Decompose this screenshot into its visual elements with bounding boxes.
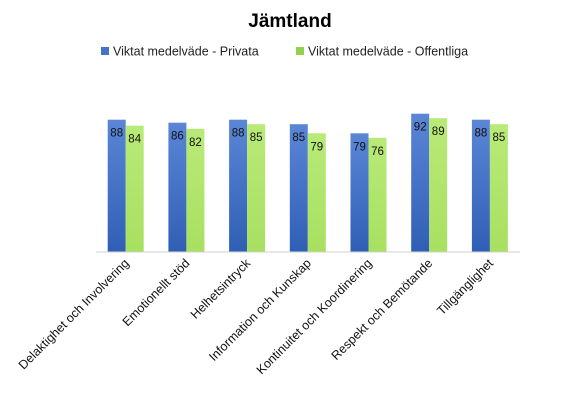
data-label-offentliga-delaktighet-och-involvering: 84 (128, 134, 141, 146)
legend-swatch-offentliga (296, 47, 304, 55)
data-label-privata-delaktighet-och-involvering: 88 (110, 128, 123, 140)
bar-offentliga-information-och-kunskap (307, 133, 326, 252)
bar-offentliga-tillganglighet (489, 124, 508, 252)
x-tick-label-kontinuitet-och-koordinering: Kontinuitet och Koordinering (254, 256, 375, 377)
data-label-offentliga-tillganglighet: 85 (493, 132, 506, 144)
legend-label-privata: Viktat medelväde - Privata (113, 45, 259, 59)
bars (107, 113, 508, 252)
data-label-offentliga-emotionellt-stod: 82 (189, 137, 202, 149)
bar-offentliga-respekt-och-bemotande (429, 118, 448, 252)
bar-offentliga-helhetsintryck (247, 124, 266, 252)
legend: Viktat medelväde - Privata Viktat medelv… (101, 45, 468, 59)
bar-privata-helhetsintryck (229, 119, 248, 252)
data-label-offentliga-respekt-och-bemotande: 89 (432, 126, 445, 138)
legend-swatch-privata (101, 47, 109, 55)
chart-title: Jämtland (248, 11, 331, 32)
bar-privata-emotionellt-stod (168, 122, 187, 252)
bar-privata-kontinuitet-och-koordinering (350, 133, 369, 252)
data-label-offentliga-information-och-kunskap: 79 (310, 141, 323, 153)
bar-privata-respekt-och-bemotande (411, 113, 430, 252)
x-tick-label-respekt-och-bemotande: Respekt och Bemötande (329, 256, 436, 363)
bar-offentliga-emotionellt-stod (186, 128, 205, 252)
data-labels: 88 84 86 82 88 85 85 79 79 76 92 89 88 85 (110, 122, 505, 158)
x-tick-label-information-och-kunskap: Information och Kunskap (206, 256, 314, 364)
data-label-privata-information-och-kunskap: 85 (292, 132, 305, 144)
data-label-privata-respekt-och-bemotande: 92 (414, 122, 427, 134)
data-label-privata-helhetsintryck: 88 (232, 128, 245, 140)
x-tick-label-delaktighet-och-involvering: Delaktighet och Involvering (16, 256, 132, 372)
data-label-privata-kontinuitet-och-koordinering: 79 (353, 141, 366, 153)
bar-privata-information-och-kunskap (289, 124, 308, 252)
data-label-privata-emotionellt-stod: 86 (171, 131, 184, 143)
x-tick-label-helhetsintryck: Helhetsintryck (188, 256, 254, 322)
bar-offentliga-delaktighet-och-involvering (125, 125, 144, 252)
bar-offentliga-kontinuitet-och-koordinering (368, 137, 387, 252)
legend-label-offentliga: Viktat medelväde - Offentliga (308, 45, 468, 59)
bar-privata-delaktighet-och-involvering (107, 119, 126, 252)
data-label-privata-tillganglighet: 88 (475, 128, 488, 140)
data-label-offentliga-kontinuitet-och-koordinering: 76 (371, 146, 384, 158)
data-label-offentliga-helhetsintryck: 85 (250, 132, 263, 144)
bar-privata-tillganglighet (471, 119, 490, 252)
x-tick-label-tillganglighet: Tillgänglighet (434, 256, 496, 318)
